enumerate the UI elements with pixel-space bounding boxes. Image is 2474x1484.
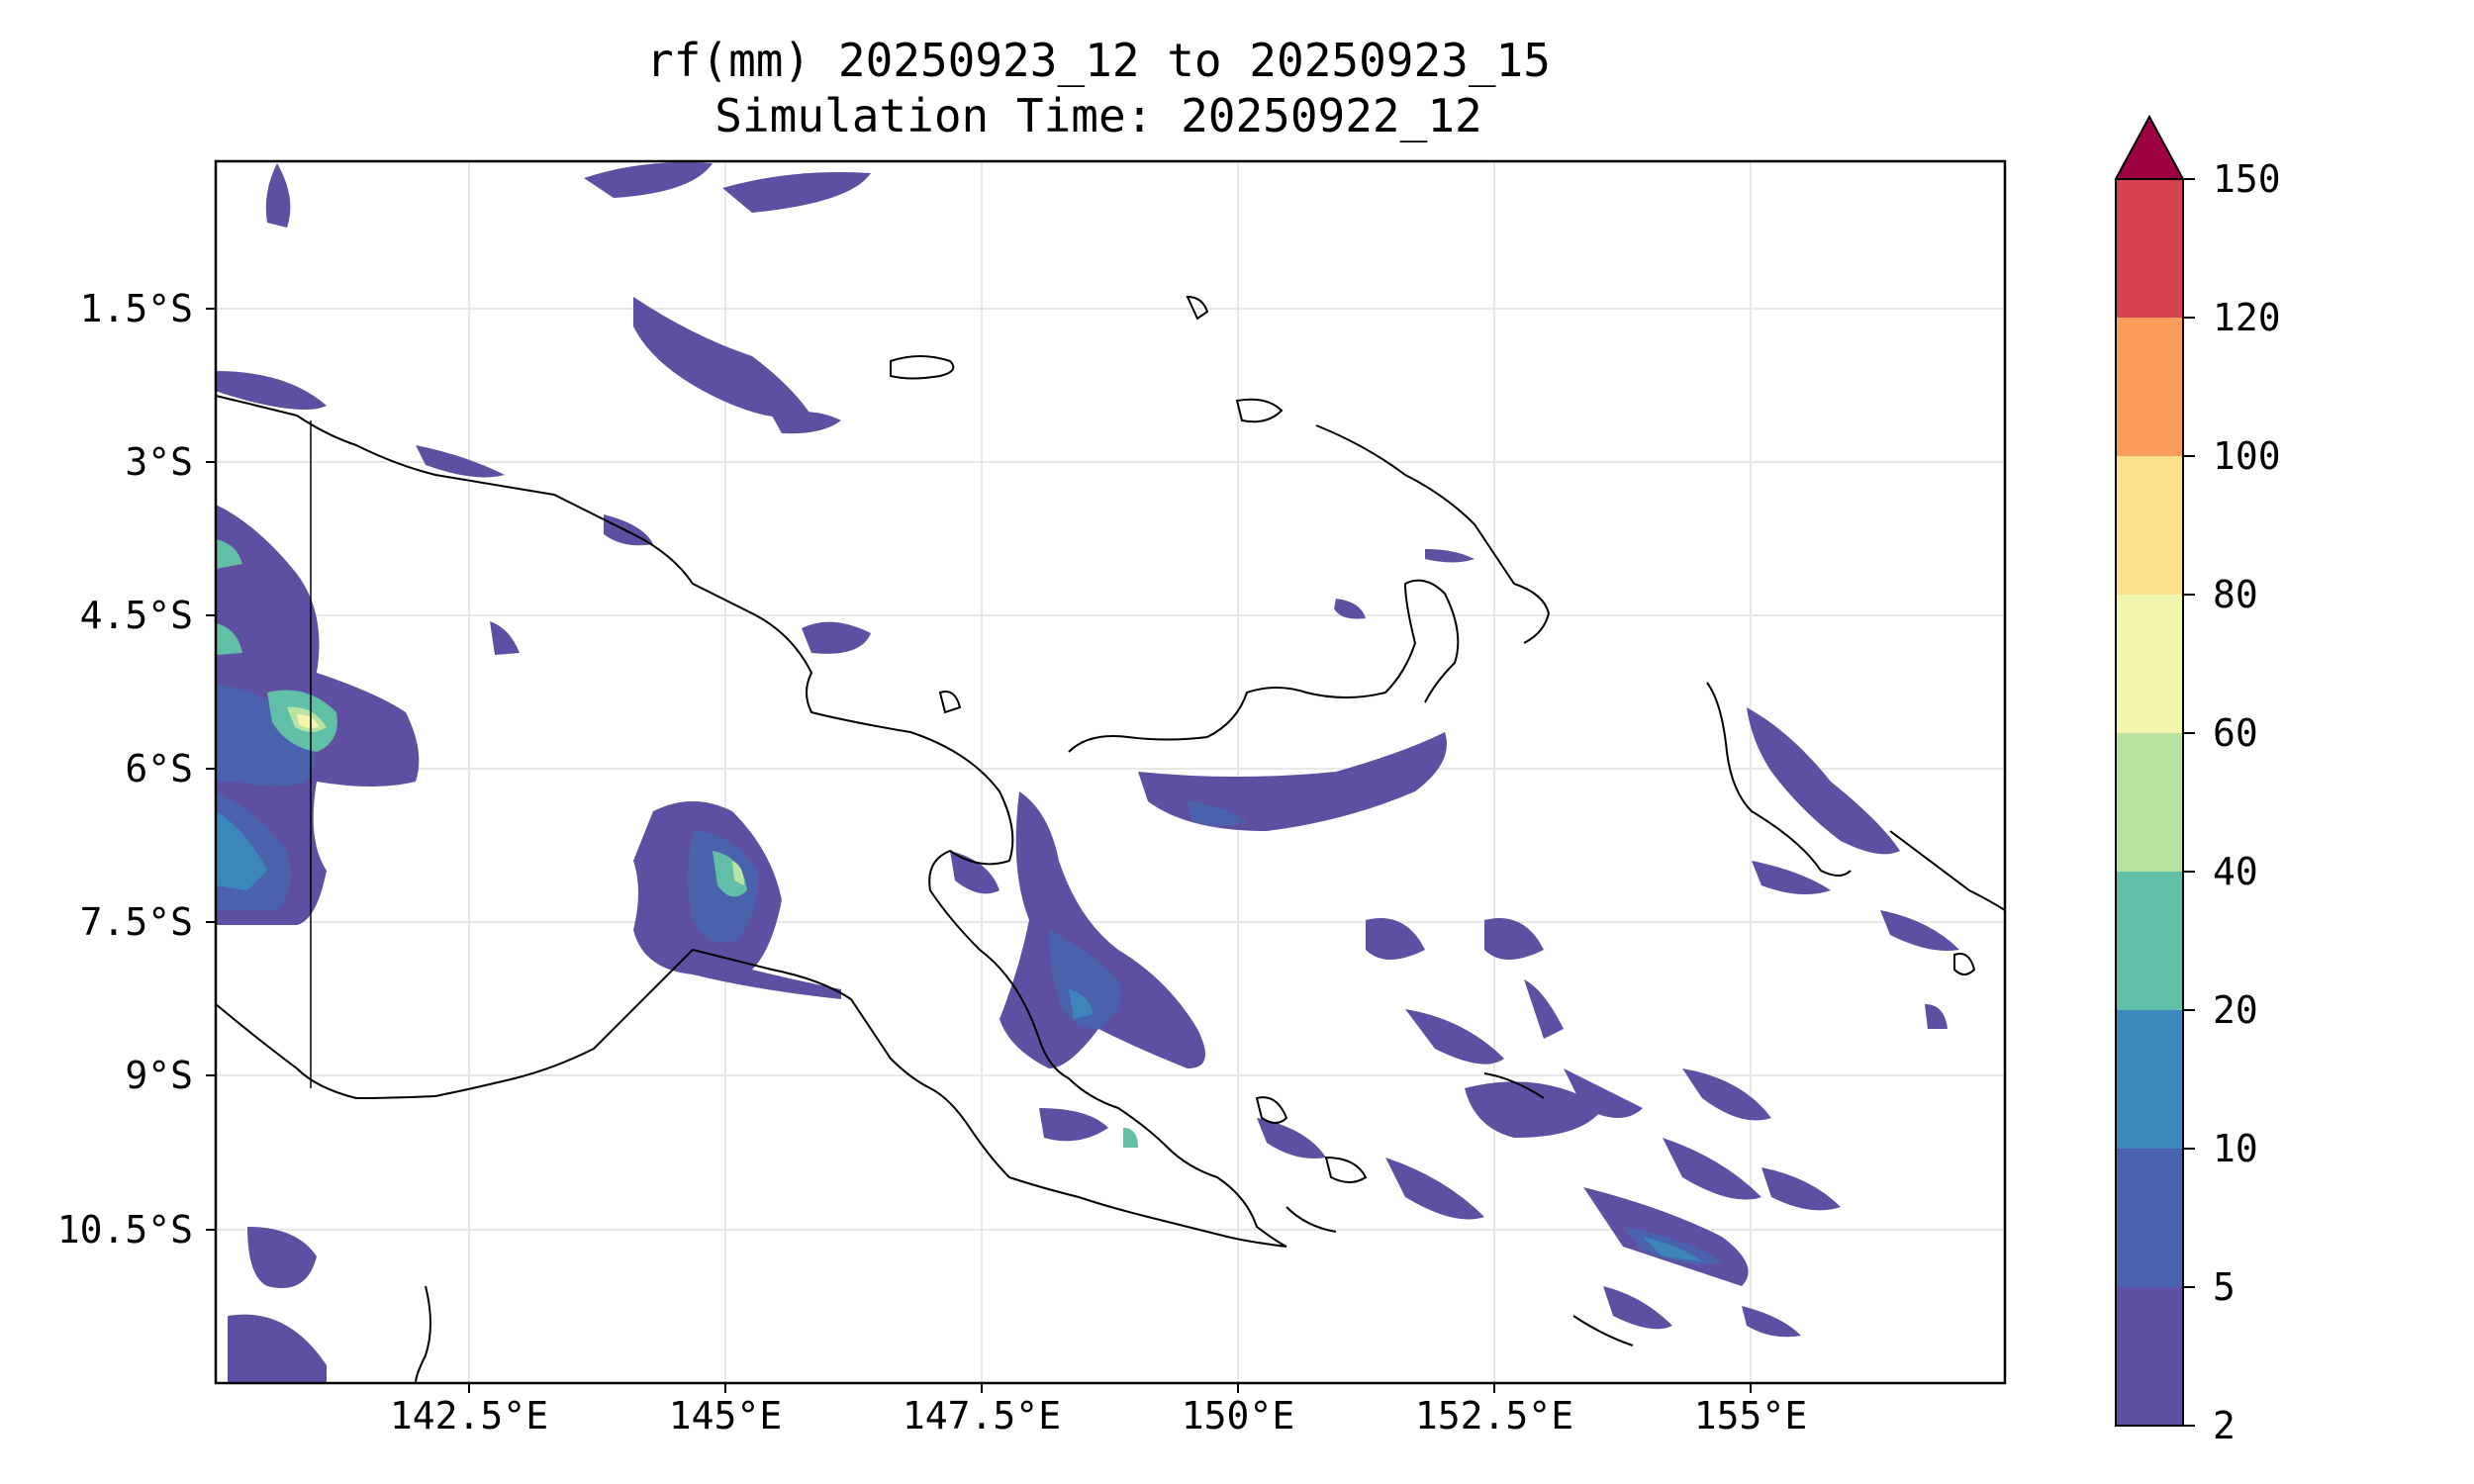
colorbar-label-2: 2 [2213, 1404, 2236, 1447]
colorbar-segment-80-100 [2116, 456, 2183, 595]
lon-label-4: 150°E [1181, 1394, 1295, 1438]
colorbar-label-100: 100 [2213, 434, 2281, 478]
colorbar-label-80: 80 [2213, 573, 2258, 616]
colorbar-label-120: 120 [2213, 296, 2281, 339]
lon-label-1: 142.5°E [389, 1394, 549, 1438]
lon-label-6: 155°E [1693, 1394, 1808, 1438]
lat-label-1: 1.5°S [79, 287, 193, 330]
colorbar-segment-60-80 [2116, 595, 2183, 733]
map-title: rf(mm) 20250923_12 to 20250923_15 [646, 34, 1551, 87]
colorbar-label-5: 5 [2213, 1265, 2236, 1309]
colorbar-segment-5-10 [2116, 1149, 2183, 1287]
lon-label-2: 145°E [668, 1394, 783, 1438]
colorbar-label-20: 20 [2213, 988, 2258, 1032]
lat-label-7: 10.5°S [56, 1208, 193, 1252]
colorbar-segment-100-120 [2116, 318, 2183, 456]
colorbar-segment-20-40 [2116, 872, 2183, 1010]
colorbar-label-40: 40 [2213, 850, 2258, 893]
colorbar-segment-120-150 [2116, 179, 2183, 318]
lat-label-3: 4.5°S [79, 594, 193, 637]
tick-marks [206, 308, 1752, 1393]
lon-label-5: 152.5°E [1414, 1394, 1574, 1438]
colorbar-label-10: 10 [2213, 1127, 2258, 1170]
lat-label-4: 6°S [125, 747, 193, 790]
colorbar-segment-10-20 [2116, 1010, 2183, 1149]
lat-label-5: 7.5°S [79, 900, 193, 944]
colorbar-label-60: 60 [2213, 711, 2258, 755]
gridlines [216, 161, 2005, 1383]
lat-label-6: 9°S [125, 1054, 193, 1097]
colorbar-segment-2-5 [2116, 1287, 2183, 1426]
colorbar-segment-40-60 [2116, 733, 2183, 872]
lon-label-3: 147.5°E [902, 1394, 1062, 1438]
colorbar-label-150: 150 [2213, 157, 2281, 201]
plot-frame [214, 159, 2007, 1385]
rainfall-contours [216, 162, 1959, 1383]
colorbar-extend-arrow [2114, 114, 2185, 180]
lat-label-2: 3°S [125, 440, 193, 484]
colorbar [2114, 114, 2195, 1427]
coastlines [215, 295, 2006, 1384]
map-subtitle: Simulation Time: 20250922_12 [714, 89, 1482, 142]
